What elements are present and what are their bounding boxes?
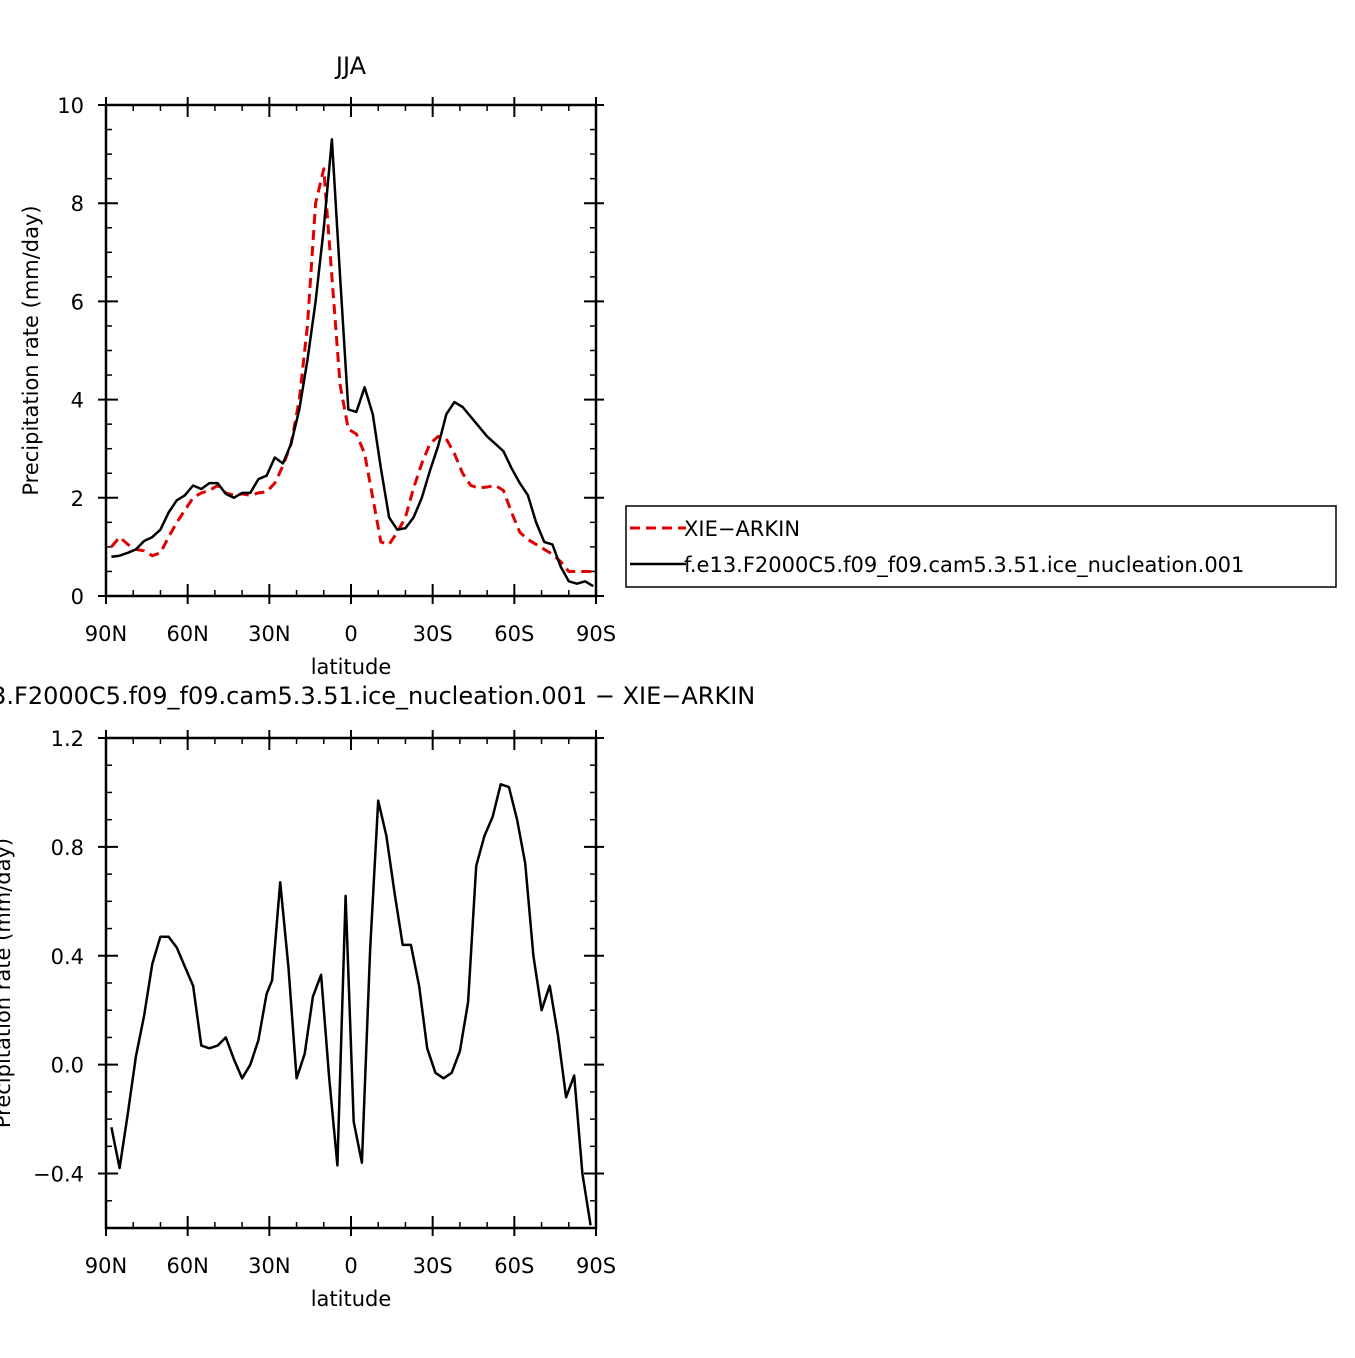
plot-frame: [104, 736, 598, 1230]
x-axis-title: latitude: [311, 1287, 392, 1311]
chart-title: f.e13.F2000C5.f09_f09.cam5.3.51.ice_nucl…: [0, 682, 755, 710]
bottom-panel: 90N 60N 30N 0 30S 60S 90S −0.4 0.0 0.4 0.8 1.2 f.e13…: [0, 682, 755, 1311]
top-panel: 90N 60N 30N 0 30S 60S 90S 0 2 4 6 8 10 JJA latitude Pre…: [19, 52, 1337, 679]
y-axis-title: Precipitation rate (mm/day): [0, 838, 15, 1128]
x-tick-label: 90N: [85, 1254, 127, 1278]
y-tick-label: 4: [71, 389, 84, 413]
legend-label: XIE−ARKIN: [684, 517, 800, 541]
x-tick-label: 90N: [85, 622, 127, 646]
y-tick-label: 8: [71, 192, 84, 216]
x-tick-label: 60N: [166, 1254, 208, 1278]
y-tick-label: 0.0: [51, 1054, 84, 1078]
chart-title: JJA: [334, 52, 367, 80]
y-axis-title: Precipitation rate (mm/day): [19, 205, 43, 495]
series-line-2: [111, 138, 594, 588]
x-tick-label: 0: [344, 622, 357, 646]
series-line-1: [110, 167, 594, 573]
x-tick-label: 90S: [576, 622, 616, 646]
x-tick-label: 0: [344, 1254, 357, 1278]
x-tick-label: 60S: [494, 1254, 534, 1278]
legend-box: [625, 505, 1337, 588]
y-tick-label: 1.2: [51, 727, 84, 751]
y-tick-label: 6: [71, 290, 84, 314]
y-tick-label: 0: [71, 585, 84, 609]
y-tick-label: 0.4: [51, 945, 84, 969]
legend-label: f.e13.F2000C5.f09_f09.cam5.3.51.ice_nucl…: [684, 553, 1244, 578]
x-tick-label: 30S: [413, 1254, 453, 1278]
x-tick-label: 60S: [494, 622, 534, 646]
x-axis-title: latitude: [311, 655, 392, 679]
x-tick-label: 90S: [576, 1254, 616, 1278]
y-tick-label: −0.4: [33, 1163, 84, 1187]
x-tick-label: 30N: [248, 622, 290, 646]
plot-frame: [104, 103, 598, 598]
y-tick-label: 0.8: [51, 836, 84, 860]
series-line-1: [110, 783, 592, 1226]
y-tick-label: 10: [57, 94, 84, 118]
x-tick-label: 30N: [248, 1254, 290, 1278]
x-tick-label: 60N: [166, 622, 208, 646]
x-tick-label: 30S: [413, 622, 453, 646]
y-tick-label: 2: [71, 487, 84, 511]
